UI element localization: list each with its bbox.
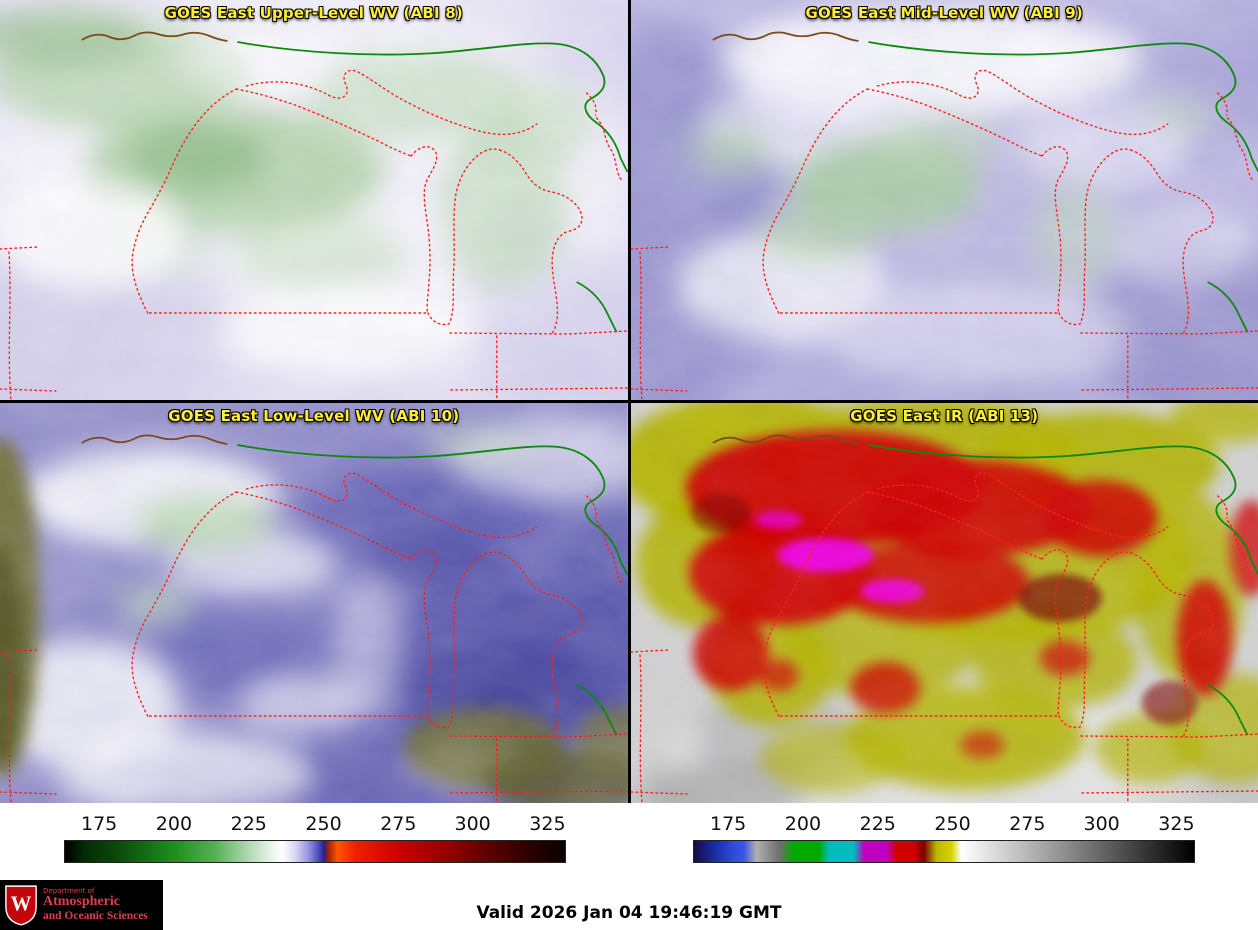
footer: W Department of Atmospheric and Oceanic … bbox=[0, 880, 1258, 930]
ir-imagery bbox=[630, 403, 1258, 803]
tick-label: 300 bbox=[1083, 813, 1120, 835]
colorbar-ir-gradient bbox=[692, 840, 1195, 863]
tick-label: 175 bbox=[710, 813, 747, 835]
tick-label: 200 bbox=[784, 813, 822, 835]
tick-label: 325 bbox=[1158, 813, 1195, 835]
colorbar-wv-gradient bbox=[63, 840, 566, 863]
panel-title: GOES East IR (ABI 13) bbox=[850, 407, 1039, 425]
panel-mid-level-wv: GOES East Mid-Level WV (ABI 9) bbox=[630, 0, 1258, 400]
colorbar-wv-ticks: 175 200 225 250 275 300 325 bbox=[64, 813, 566, 840]
panel-title: GOES East Mid-Level WV (ABI 9) bbox=[805, 4, 1083, 22]
tick-label: 175 bbox=[81, 813, 118, 835]
colorbar-row: 175 200 225 250 275 300 325 175 200 225 … bbox=[0, 803, 1258, 880]
svg-text:W: W bbox=[11, 893, 32, 916]
tick-label: 275 bbox=[380, 813, 417, 835]
low-level-wv-imagery bbox=[0, 403, 628, 803]
tick-label: 225 bbox=[230, 813, 267, 835]
mid-level-wv-imagery bbox=[630, 0, 1258, 400]
logo-line2: and Oceanic Sciences bbox=[43, 909, 148, 922]
uw-crest-icon: W bbox=[5, 885, 37, 926]
tick-label: 275 bbox=[1009, 813, 1046, 835]
tick-label: 250 bbox=[305, 813, 342, 835]
tick-label: 225 bbox=[859, 813, 896, 835]
panel-ir: GOES East IR (ABI 13) bbox=[630, 403, 1258, 803]
colorbar-wv: 175 200 225 250 275 300 325 bbox=[0, 803, 629, 880]
panel-upper-level-wv: GOES East Upper-Level WV (ABI 8) bbox=[0, 0, 628, 400]
valid-time: Valid 2026 Jan 04 19:46:19 GMT bbox=[476, 903, 782, 923]
tick-label: 300 bbox=[454, 813, 491, 835]
panel-title: GOES East Upper-Level WV (ABI 8) bbox=[164, 4, 463, 22]
uw-aos-logo: W Department of Atmospheric and Oceanic … bbox=[0, 880, 163, 930]
logo-dept-prefix: Department of bbox=[43, 886, 95, 895]
tick-label: 250 bbox=[934, 813, 971, 835]
quad-panel-grid: GOES East Upper-Level WV (ABI 8) bbox=[0, 0, 1258, 803]
upper-level-wv-imagery bbox=[0, 0, 628, 400]
panel-title: GOES East Low-Level WV (ABI 10) bbox=[168, 407, 460, 425]
tick-label: 200 bbox=[155, 813, 193, 835]
logo-line1: Atmospheric bbox=[43, 894, 120, 910]
colorbar-ir-ticks: 175 200 225 250 275 300 325 bbox=[693, 813, 1195, 840]
tick-label: 325 bbox=[529, 813, 566, 835]
panel-low-level-wv: GOES East Low-Level WV (ABI 10) bbox=[0, 403, 628, 803]
colorbar-ir: 175 200 225 250 275 300 325 bbox=[629, 803, 1258, 880]
logo-text: Department of Atmospheric and Oceanic Sc… bbox=[43, 886, 148, 922]
